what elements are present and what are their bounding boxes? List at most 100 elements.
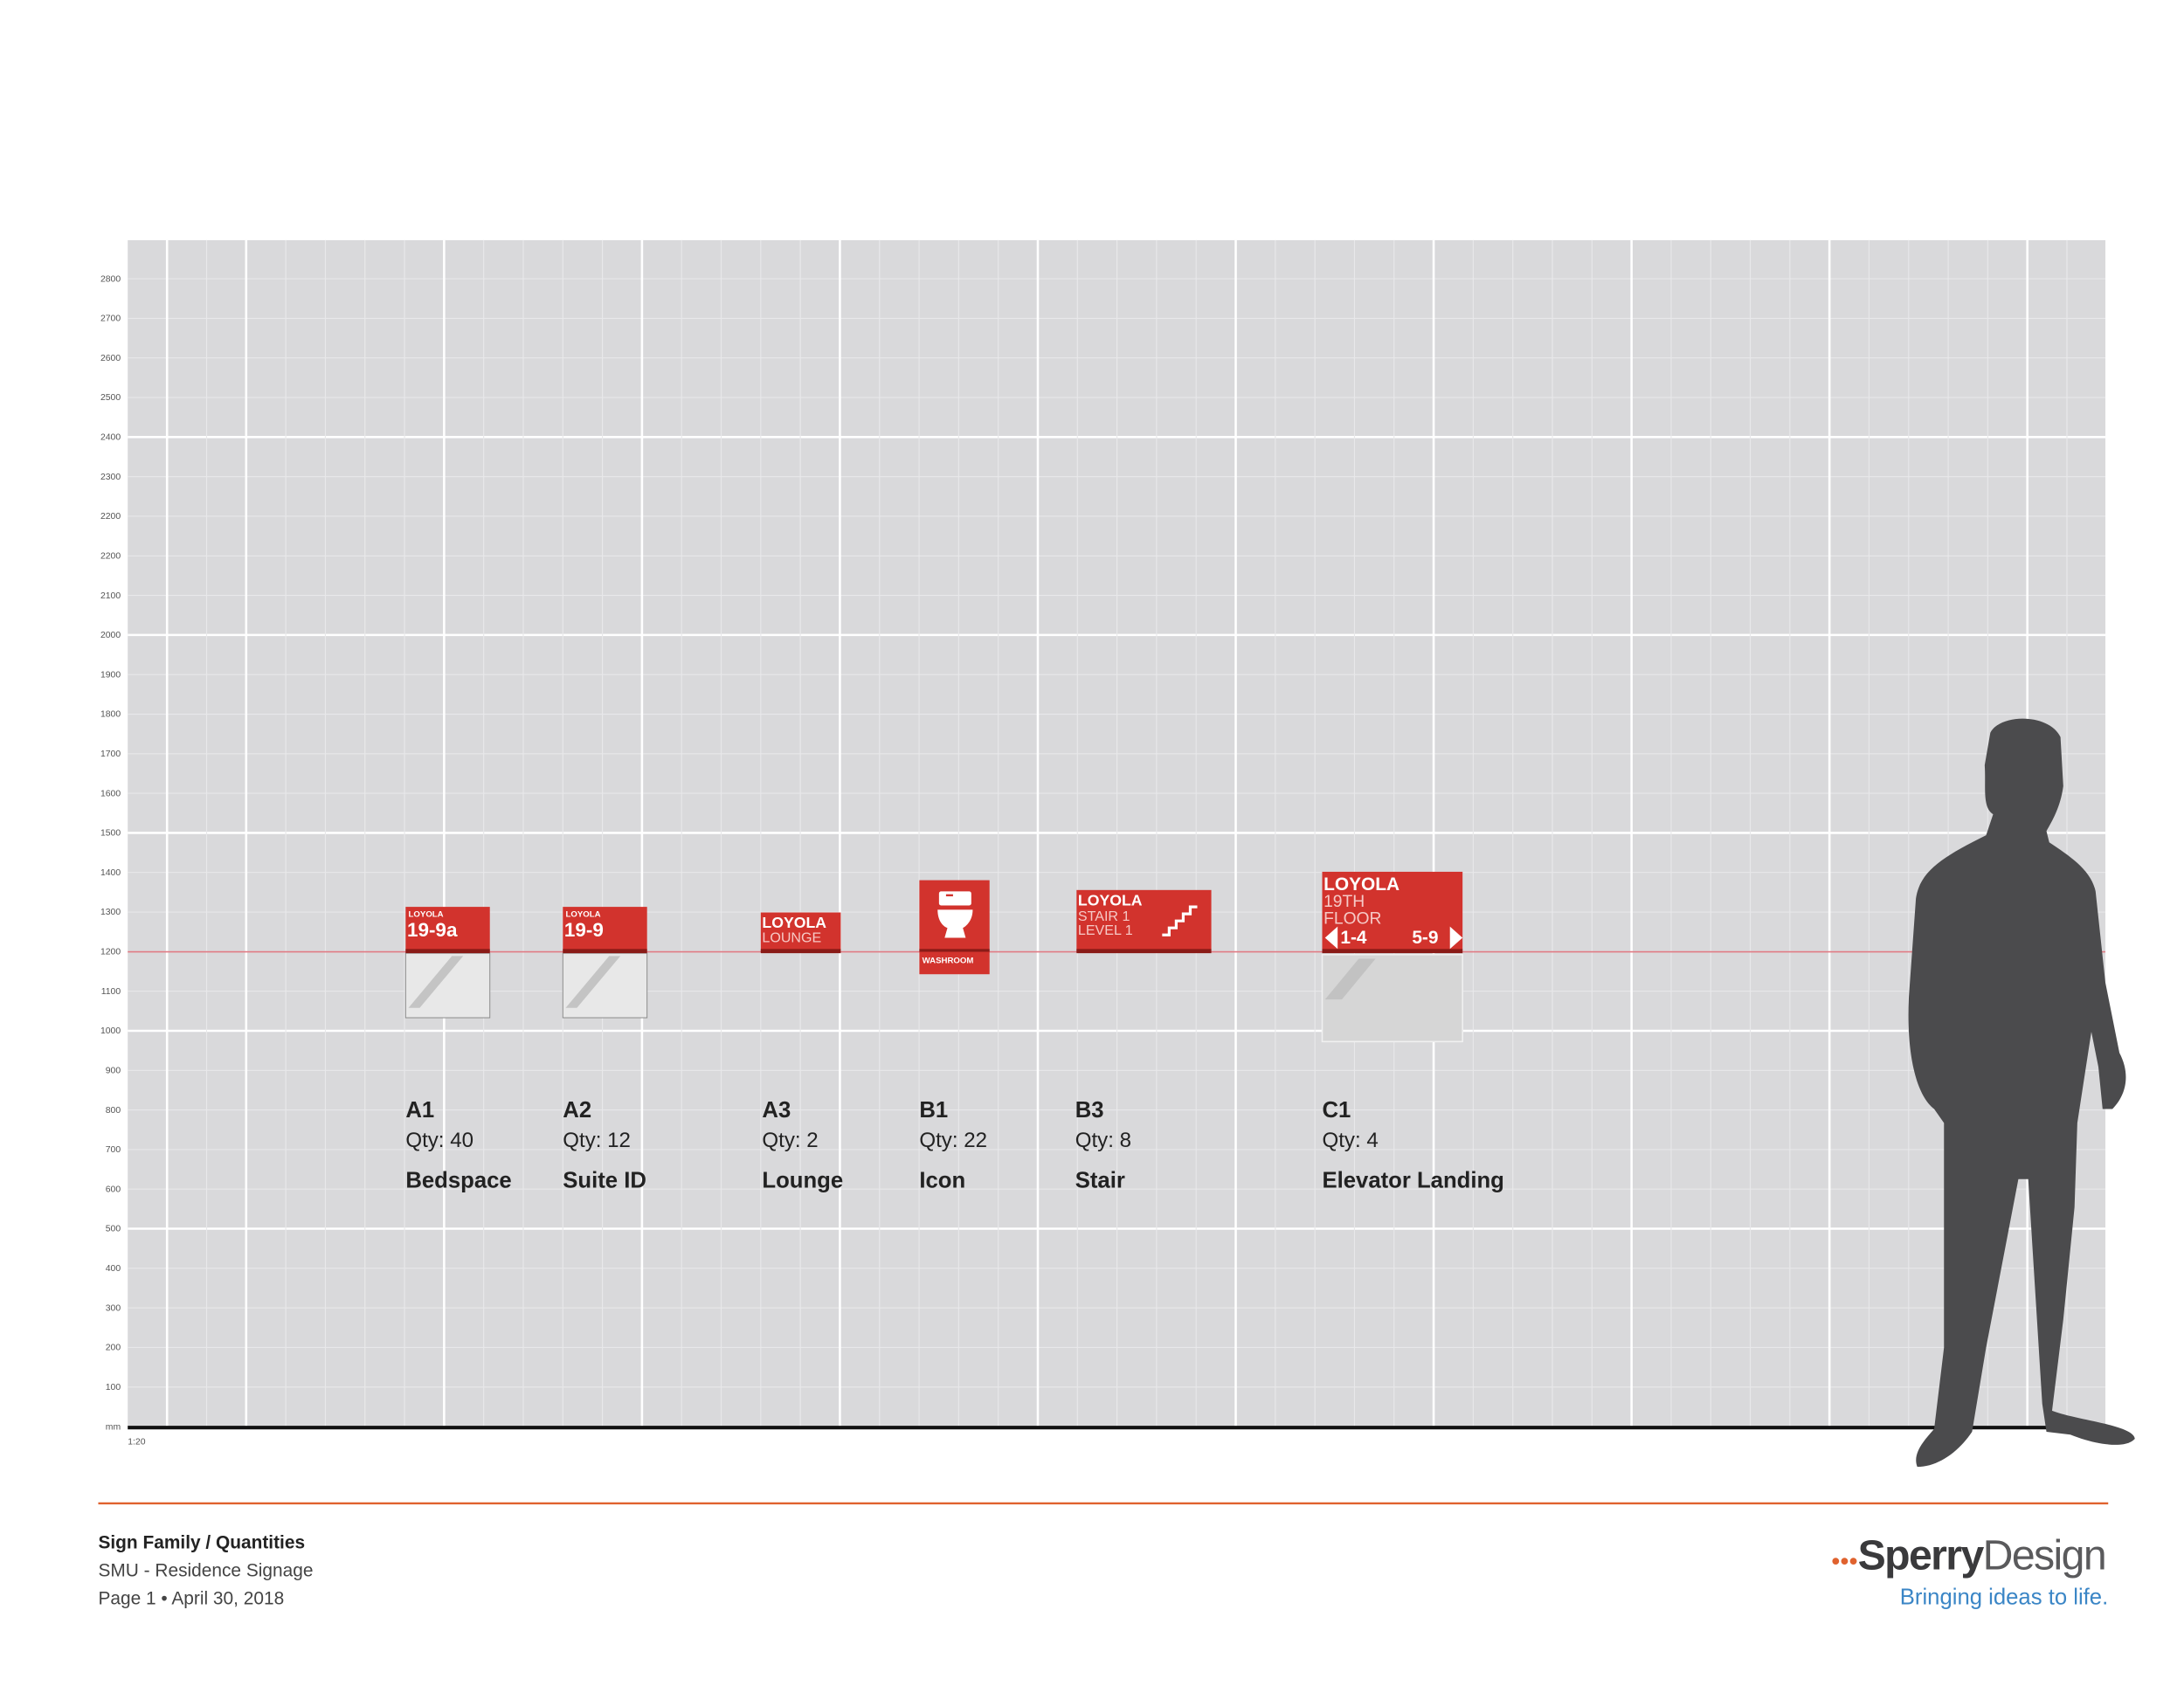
sign-text: LOYOLA <box>1324 874 1400 895</box>
sign-text: 5-9 <box>1412 928 1438 948</box>
sign-text: 19-9 <box>564 919 604 941</box>
sign-a3: LOYOLA LOUNGE <box>760 912 841 954</box>
y-label: 2600 <box>100 354 121 363</box>
y-label: 1400 <box>100 868 121 878</box>
sign-edge <box>1322 949 1463 954</box>
sign-edge <box>1076 949 1212 954</box>
sign-text: 19-9a <box>407 919 458 941</box>
y-label: 100 <box>106 1383 121 1392</box>
sign-edge <box>563 949 647 954</box>
stripe <box>565 956 621 1008</box>
sign-name: Elevator Landing <box>1322 1168 1503 1192</box>
y-label: 2300 <box>100 473 121 482</box>
sign-b1: WASHROOM <box>919 880 990 975</box>
footer-project: SMU - Residence Signage <box>98 1560 313 1580</box>
stair-icon <box>1162 905 1198 936</box>
logo-tagline: Bringing ideas to life. <box>1900 1586 2108 1610</box>
sign-qty: Qty: 12 <box>563 1129 631 1152</box>
sign-face <box>1322 871 1463 952</box>
insert-panel <box>1321 953 1463 1043</box>
stripe <box>1324 958 1376 1000</box>
sign-a2: LOYOLA 19-9 <box>562 907 648 1019</box>
y-label: 500 <box>106 1225 121 1234</box>
y-label: 400 <box>106 1264 121 1274</box>
y-label: 1800 <box>100 710 121 720</box>
sign-face <box>405 907 490 952</box>
footer-title: Sign Family / Quantities <box>98 1532 305 1552</box>
sign-face <box>1076 889 1212 952</box>
sign-qty: Qty: 2 <box>762 1129 818 1152</box>
y-label: 2000 <box>100 631 121 640</box>
sign-name: Lounge <box>762 1168 843 1192</box>
logo: •••SperryDesign <box>1831 1531 2105 1579</box>
arrow-right <box>1449 926 1463 950</box>
logo-name: Design <box>1983 1531 2105 1579</box>
y-label: 1900 <box>100 670 121 680</box>
y-label: 600 <box>106 1185 121 1194</box>
sign-code: C1 <box>1322 1098 1351 1123</box>
logo-mark: ••• <box>1831 1547 1857 1575</box>
sign-code: B1 <box>919 1098 948 1123</box>
stripe <box>408 956 464 1008</box>
sign-edge <box>405 949 490 954</box>
y-label: 300 <box>106 1303 121 1313</box>
sign-text: FLOOR <box>1324 909 1381 928</box>
sign-name: Suite ID <box>563 1168 646 1192</box>
sign-labels: A1 Qty: 40 Bedspace A2 Qty: 12 Suite ID A3 Qty:… <box>405 1098 1504 1192</box>
y-label: 2100 <box>100 591 121 601</box>
sign-text: LOUNGE <box>762 929 821 945</box>
y-label: 800 <box>106 1106 121 1116</box>
y-axis: 2800 2700 2600 2500 2400 2300 2200 2200 2100 2000… <box>100 274 121 1432</box>
sign-c1: LOYOLA 19TH FLOOR 1-4 5-9 <box>1321 871 1463 1043</box>
sign-text: WASHROOM <box>923 956 974 965</box>
sign-edge <box>919 949 990 952</box>
sign-text: STAIR 1 <box>1078 909 1130 924</box>
y-label: mm <box>106 1422 121 1432</box>
y-label: 1100 <box>101 987 121 997</box>
human-silhouette <box>1908 718 2135 1468</box>
logo-name: Sperry <box>1858 1531 1985 1579</box>
sign-b3: LOYOLA STAIR 1 LEVEL 1 <box>1076 889 1212 954</box>
sign-text: LOYOLA <box>1078 891 1143 909</box>
sign-name: Icon <box>919 1168 965 1192</box>
sign-text: 19TH <box>1324 893 1365 911</box>
footer-page: Page 1 • April 30, 2018 <box>98 1589 284 1609</box>
y-label: 1500 <box>100 829 121 839</box>
sign-name: Bedspace <box>405 1168 511 1192</box>
sign-text: LOYOLA <box>762 914 826 931</box>
sign-a1: LOYOLA 19-9a <box>404 907 491 1019</box>
sign-qty: Qty: 4 <box>1322 1129 1378 1152</box>
y-label: 2500 <box>100 393 121 403</box>
sign-qty: Qty: 40 <box>405 1129 473 1152</box>
sign-qty: Qty: 8 <box>1075 1129 1131 1152</box>
sign-face <box>760 912 841 952</box>
y-label: 2400 <box>100 433 121 443</box>
sign-text: LOYOLA <box>565 909 600 919</box>
y-label: 2200 <box>100 512 121 522</box>
y-label: 2700 <box>100 314 121 324</box>
y-label: 1000 <box>100 1026 121 1036</box>
y-label: 700 <box>106 1145 121 1155</box>
sign-text: LOYOLA <box>409 909 444 919</box>
arrow-left <box>1324 926 1338 950</box>
sign-code: A3 <box>762 1098 791 1123</box>
sign-qty: Qty: 22 <box>919 1129 987 1152</box>
sign-text: 1-4 <box>1340 928 1367 948</box>
sign-face <box>563 907 647 952</box>
sign-name: Stair <box>1075 1168 1125 1192</box>
sign-code: B3 <box>1075 1098 1104 1123</box>
scale-label: 1:20 <box>128 1437 146 1447</box>
sign-text: LEVEL 1 <box>1078 922 1133 938</box>
sign-code: A2 <box>563 1098 591 1123</box>
y-label: 900 <box>106 1066 121 1075</box>
y-label: 1600 <box>100 789 121 798</box>
y-label: 1200 <box>100 948 121 957</box>
grid <box>128 239 2106 1428</box>
sign-edge <box>760 949 841 954</box>
y-label: 2800 <box>100 274 121 284</box>
icon-detail <box>945 894 953 897</box>
y-label: 1700 <box>100 750 121 759</box>
y-label: 200 <box>106 1344 121 1353</box>
